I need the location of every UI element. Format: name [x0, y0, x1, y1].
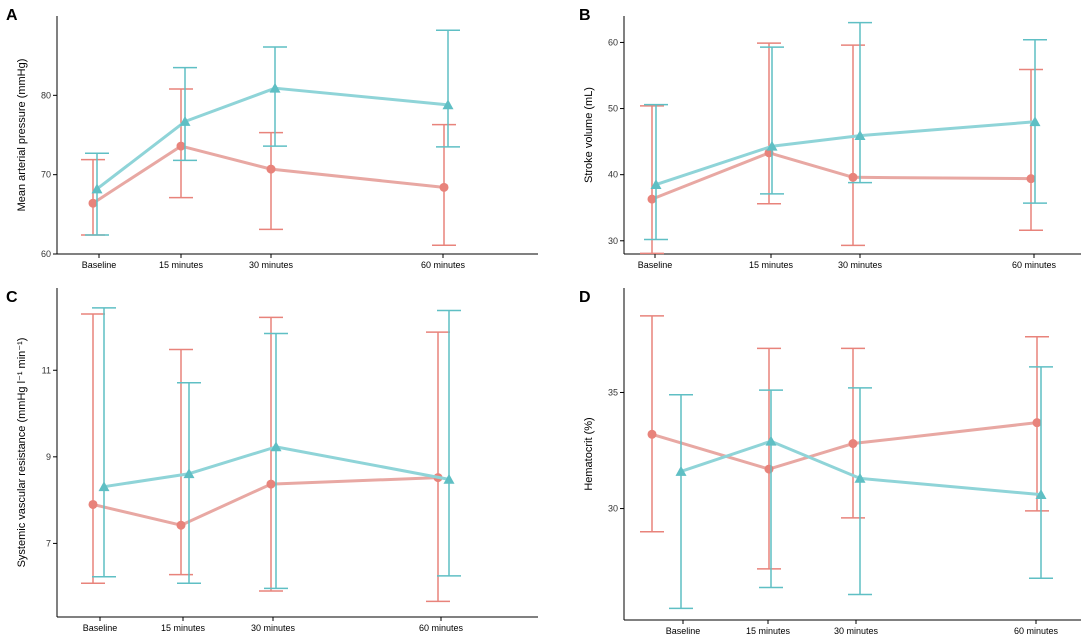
- panel-b-teal-point: [650, 179, 662, 189]
- panel-c-teal-series-line: [103, 445, 450, 489]
- panel-c-red-point: [266, 479, 276, 489]
- panel-b-y-tick-label: 40: [608, 170, 618, 180]
- panel-d-red-point: [1032, 418, 1042, 428]
- panel-c-letter: C: [6, 289, 18, 306]
- panel-d-x-tick-label: Baseline: [666, 626, 701, 634]
- panel-c-red-series-line: [92, 476, 439, 527]
- panel-c-red-point: [176, 520, 186, 530]
- panel-a-x-tick-label: 15 minutes: [159, 260, 204, 270]
- panel-b-x-tick-label: 30 minutes: [838, 260, 883, 270]
- panel-d-x-tick-label: 60 minutes: [1014, 626, 1059, 634]
- panel-c-y-label: Systemic vascular resistance (mmHg l⁻¹ m…: [16, 338, 28, 568]
- panel-b-teal-point: [766, 140, 778, 151]
- panel-c-x-tick-label: 15 minutes: [161, 623, 206, 633]
- panel-b-letter: B: [579, 7, 591, 24]
- panel-d-teal-point: [675, 465, 687, 476]
- panel-b-y-label: Stroke volume (mL): [583, 87, 595, 183]
- panel-b-y-tick-label: 50: [608, 104, 618, 114]
- panel-b-red-point: [647, 194, 657, 204]
- panel-a-red-point: [266, 164, 276, 174]
- panel-a-teal-point: [442, 99, 454, 110]
- panel-a-red-series-line: [92, 144, 445, 205]
- panel-d-x-tick-label: 30 minutes: [834, 626, 879, 634]
- panel-a-red-point: [88, 198, 98, 208]
- panel-d-teal-series-line: [680, 439, 1042, 497]
- panel-a-y-tick-label: 70: [41, 170, 51, 180]
- panel-b-teal-point: [854, 130, 866, 141]
- panel-b-red-point: [1026, 174, 1036, 184]
- panel-d-letter: D: [579, 289, 591, 306]
- panel-a-teal-point: [179, 116, 191, 126]
- panel-c-teal-point: [270, 441, 282, 452]
- panel-c-x-tick-label: Baseline: [83, 623, 118, 633]
- panel-d-red-point: [647, 429, 657, 439]
- panel-a-red-point: [176, 141, 186, 151]
- panel-b-red-point: [848, 172, 858, 182]
- panel-b-y-tick-label: 60: [608, 37, 618, 47]
- panel-a-letter: A: [6, 7, 18, 24]
- panel-a-teal-series-line: [96, 86, 449, 191]
- panel-d-y-label: Hematocrit (%): [583, 417, 595, 490]
- panel-a-teal-point: [91, 183, 103, 194]
- panel-a-red-point: [439, 182, 449, 192]
- panel-d-y-tick-label: 35: [608, 387, 618, 397]
- panel-c-teal-point: [443, 473, 455, 484]
- panel-d-y-tick-label: 30: [608, 504, 618, 514]
- panel-d-x-tick-label: 15 minutes: [746, 626, 791, 634]
- panel-a-x-tick-label: 60 minutes: [421, 260, 466, 270]
- panel-c-teal-point: [98, 481, 110, 492]
- panel-c-x-tick-label: 30 minutes: [251, 623, 296, 633]
- panel-a-y-tick-label: 80: [41, 90, 51, 100]
- panel-c-y-tick-label: 7: [46, 538, 51, 548]
- panel-b-x-tick-label: 15 minutes: [749, 260, 794, 270]
- panel-d-red-point: [764, 464, 774, 474]
- panel-b-teal-point: [1029, 116, 1041, 127]
- panel-b-x-tick-label: 60 minutes: [1012, 260, 1057, 270]
- panel-d-red-point: [848, 439, 858, 449]
- panel-a-y-label: Mean arterial pressure (mmHg): [16, 59, 28, 212]
- panel-a-x-tick-label: 30 minutes: [249, 260, 294, 270]
- panel-d-teal-point: [765, 435, 777, 446]
- panel-a-y-tick-label: 60: [41, 249, 51, 259]
- panel-a-teal-point: [269, 82, 281, 93]
- panel-c-y-tick-label: 9: [46, 452, 51, 462]
- panel-a-x-tick-label: Baseline: [82, 260, 117, 270]
- panel-c-y-tick-label: 11: [42, 365, 51, 375]
- panel-b-y-tick-label: 30: [608, 236, 618, 246]
- panel-c-red-point: [88, 499, 98, 509]
- panel-d-teal-point: [1035, 489, 1047, 500]
- panel-b-red-series-line: [651, 151, 1032, 201]
- panel-b-x-tick-label: Baseline: [638, 260, 673, 270]
- panel-b-teal-series-line: [655, 120, 1036, 187]
- panel-c-x-tick-label: 60 minutes: [419, 623, 464, 633]
- panel-d-teal-point: [854, 472, 866, 483]
- panel-c-teal-point: [183, 468, 195, 479]
